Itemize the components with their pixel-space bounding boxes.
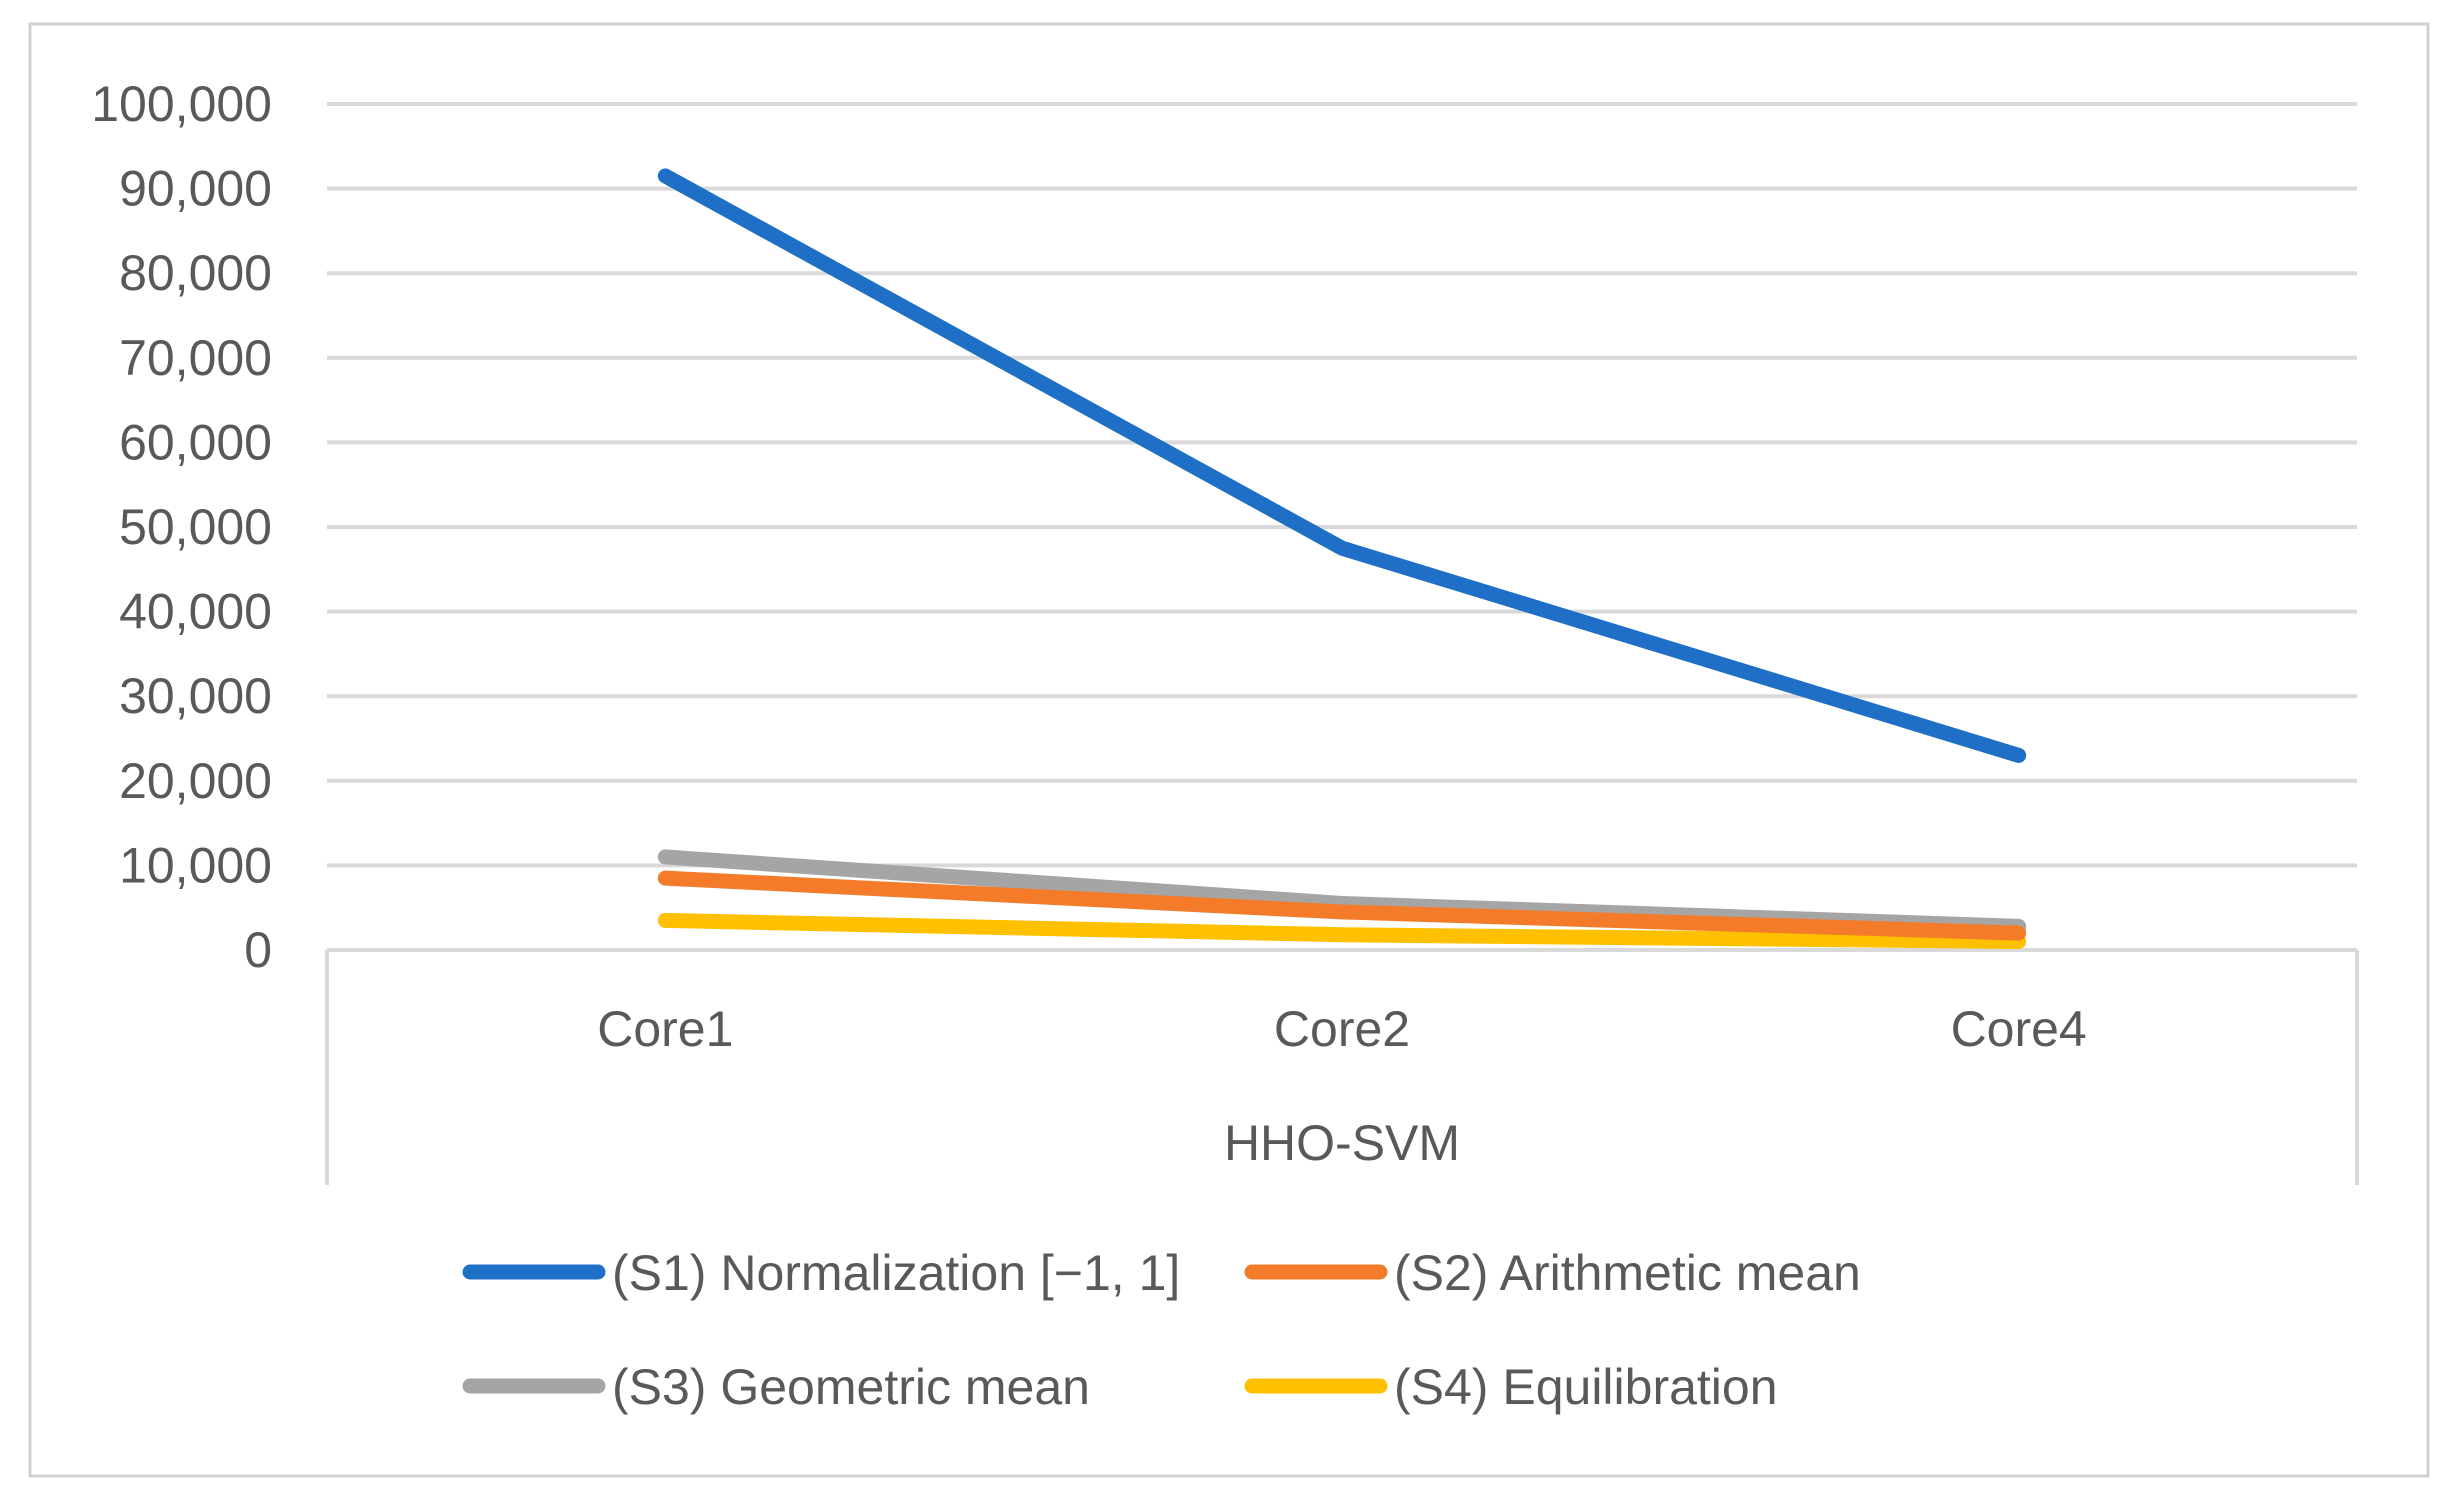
y-tick-label: 90,000 — [119, 161, 272, 217]
series-line-s4 — [657, 912, 2027, 950]
y-tick-label: 0 — [244, 922, 272, 978]
y-tick-label: 30,000 — [119, 668, 272, 724]
y-tick-label: 10,000 — [119, 837, 272, 893]
chart-border — [28, 22, 2430, 1478]
series-lines — [657, 168, 2027, 950]
x-axis-label: HHO-SVM — [1224, 1115, 1460, 1171]
y-tick-label: 40,000 — [119, 584, 272, 640]
gridlines — [327, 102, 2357, 952]
x-tick-labels: Core1 Core2 Core4 — [597, 1001, 2087, 1057]
y-tick-label: 80,000 — [119, 245, 272, 301]
x-tick-label: Core1 — [597, 1001, 733, 1057]
y-tick-label: 100,000 — [91, 76, 272, 132]
legend-label: (S3) Geometric mean — [612, 1359, 1090, 1415]
x-tick-label: Core4 — [1951, 1001, 2087, 1057]
y-tick-label: 60,000 — [119, 414, 272, 470]
legend-item-s4: (S4) Equilibration — [1244, 1359, 1778, 1415]
legend-item-s2: (S2) Arithmetic mean — [1244, 1245, 1861, 1301]
y-tick-label: 70,000 — [119, 330, 272, 386]
legend-item-s1: (S1) Normalization [−1, 1] — [462, 1245, 1180, 1301]
legend-item-s3: (S3) Geometric mean — [462, 1359, 1090, 1415]
x-tick-label: Core2 — [1274, 1001, 1410, 1057]
series-line-s1 — [657, 168, 2027, 763]
legend-label: (S1) Normalization [−1, 1] — [612, 1245, 1180, 1301]
legend-label: (S2) Arithmetic mean — [1394, 1245, 1861, 1301]
category-axis-box — [325, 950, 2359, 1185]
y-tick-labels: 0 10,000 20,000 30,000 40,000 50,000 60,000 70,… — [91, 76, 272, 978]
legend-label: (S4) Equilibration — [1394, 1359, 1778, 1415]
series-line-s2 — [657, 870, 2027, 941]
y-tick-label: 20,000 — [119, 753, 272, 809]
legend: (S1) Normalization [−1, 1] (S2) Arithmeti… — [462, 1245, 1861, 1415]
y-tick-label: 50,000 — [119, 499, 272, 555]
